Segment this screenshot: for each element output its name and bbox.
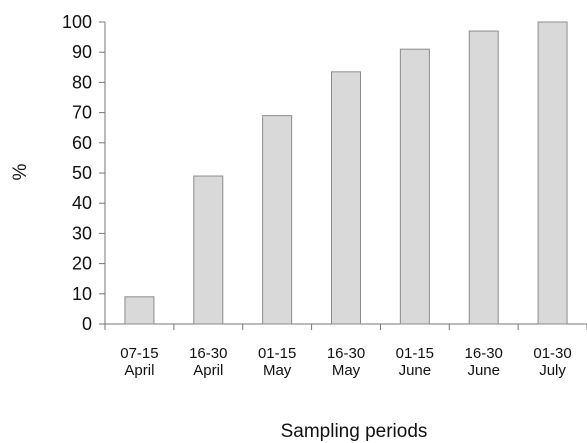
y-tick-label: 70 <box>72 103 92 123</box>
x-axis-title: Sampling periods <box>281 421 428 442</box>
x-tick-label: 16-30 <box>327 345 365 362</box>
x-tick-label: May <box>332 362 361 379</box>
y-tick-label: 100 <box>62 12 92 32</box>
x-tick-label: April <box>193 362 223 379</box>
x-tick-label: May <box>263 362 292 379</box>
x-tick-label: June <box>467 362 500 379</box>
y-tick-label: 30 <box>72 223 92 243</box>
bar <box>331 71 361 325</box>
y-tick-group: 0 10 20 30 40 50 60 70 80 90 100 <box>62 12 105 334</box>
y-tick-label: 80 <box>72 72 92 92</box>
x-tick-label: 01-30 <box>533 345 571 362</box>
bar <box>468 30 499 325</box>
x-tick-label: 16-30 <box>189 345 227 362</box>
bar <box>124 296 155 325</box>
x-tick-label: April <box>124 362 154 379</box>
x-tick-label: 16-30 <box>465 345 503 362</box>
y-axis-title: % <box>10 163 31 180</box>
x-tick-label: June <box>399 362 432 379</box>
y-tick-label: 90 <box>72 42 92 62</box>
y-tick-label: 20 <box>72 254 92 274</box>
x-tick-label: July <box>539 362 566 379</box>
x-tick-label: 07-15 <box>120 345 158 362</box>
bar <box>399 48 430 325</box>
x-tick-group: 07-15April16-30April01-15May16-30May01-1… <box>104 324 587 379</box>
bar <box>537 21 568 325</box>
y-tick-label: 50 <box>72 163 92 183</box>
x-tick-label: 01-15 <box>258 345 296 362</box>
bars-group <box>124 21 568 325</box>
x-tick-label: 01-15 <box>396 345 434 362</box>
y-tick-label: 10 <box>72 284 92 304</box>
y-tick-label: 60 <box>72 133 92 153</box>
x-axis: 07-15April16-30April01-15May16-30May01-1… <box>104 323 587 379</box>
y-tick-label: 40 <box>72 193 92 213</box>
bar <box>193 175 224 325</box>
y-axis: 0 10 20 30 40 50 60 70 80 90 100 <box>62 12 106 334</box>
y-tick-label: 0 <box>82 314 92 334</box>
bar <box>262 115 293 325</box>
